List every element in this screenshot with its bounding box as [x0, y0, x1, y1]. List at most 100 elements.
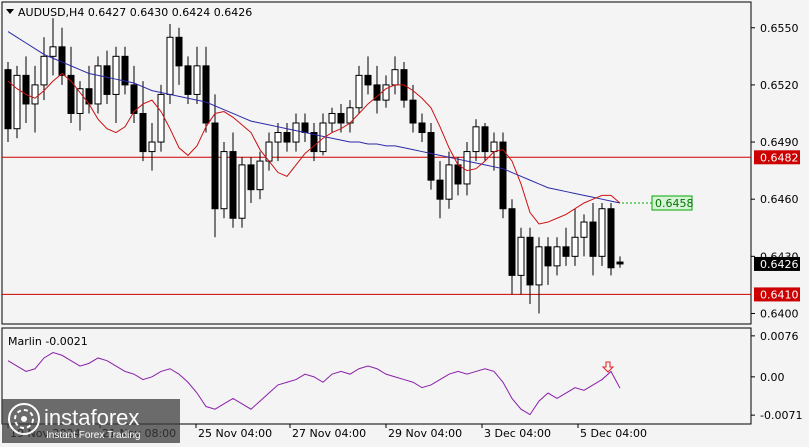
osc-tick-label: 0.0076 [760, 330, 799, 343]
bear-candle-body [499, 141, 507, 210]
bear-candle-body [436, 179, 444, 200]
bear-candle-body [616, 261, 624, 265]
osc-tick-label: -0.0071 [760, 409, 802, 422]
bear-candle-body [364, 74, 372, 86]
bear-candle-body [607, 208, 615, 269]
candle [283, 123, 291, 152]
candle [157, 84, 165, 152]
bear-candle-body [508, 208, 516, 276]
price-pane-frame [1, 1, 752, 325]
bear-candle-body [247, 164, 255, 191]
ma-value-callout: 0.6458 [622, 195, 694, 211]
candle [292, 113, 300, 152]
candle [193, 46, 201, 104]
bull-candle-body [193, 65, 201, 95]
bear-candle-body [22, 74, 30, 105]
candle [175, 27, 183, 85]
bear-candle-body [454, 164, 462, 185]
bull-candle-body [31, 84, 39, 105]
bear-candle-body [526, 236, 534, 286]
candle [130, 65, 138, 123]
candle [94, 56, 102, 114]
bull-candle-body [445, 164, 453, 200]
time-tick-label: 5 Dec 04:00 [580, 427, 647, 440]
ma-callout-box [651, 195, 693, 211]
bull-candle-body [220, 151, 228, 210]
candle [409, 84, 417, 133]
candlestick-series [4, 18, 624, 314]
candle [445, 151, 453, 209]
oscillator-label: Marlin -0.0021 [8, 335, 88, 348]
bull-candle-body [355, 74, 363, 109]
bull-candle-body [571, 236, 579, 257]
price-tick-label: 0.6550 [760, 22, 799, 35]
bull-candle-body [166, 36, 174, 95]
triangle-down-icon[interactable] [6, 9, 14, 14]
bull-candle-body [148, 141, 156, 153]
candle [382, 75, 390, 108]
candle [580, 214, 588, 257]
bull-candle-body [94, 65, 102, 105]
resistance-price-tag [754, 150, 800, 165]
support-price-label: 0.6410 [760, 288, 799, 301]
current-price-label: 0.6426 [760, 258, 799, 271]
ma-callout-label: 0.6458 [655, 197, 694, 210]
bear-candle-body [373, 84, 381, 101]
marlin-oscillator-line [7, 352, 621, 416]
bear-candle-body [418, 122, 426, 134]
candle [535, 237, 543, 314]
price-axis-markers: 0.6482 0.6410 0.6426 [754, 150, 800, 302]
candle [310, 123, 318, 162]
bull-candle-body [292, 122, 300, 143]
candle [598, 203, 606, 266]
support-price-tag [754, 287, 800, 302]
bull-candle-body [382, 84, 390, 101]
candle [76, 81, 84, 131]
candle [571, 208, 579, 266]
candle [220, 142, 228, 219]
instaforex-watermark: instaforex Instant Forex Trading [2, 399, 180, 443]
bear-candle-body [283, 132, 291, 143]
bear-candle-body [409, 99, 417, 124]
bull-candle-body [49, 46, 57, 57]
time-tick-label: 29 Nov 04:00 [388, 427, 462, 440]
candle [184, 56, 192, 104]
candle [373, 65, 381, 114]
candle [544, 237, 552, 285]
bull-candle-body [463, 151, 471, 185]
bull-candle-body [517, 236, 525, 276]
candle [562, 227, 570, 266]
down-arrow-icon [601, 361, 615, 373]
candle [112, 46, 120, 123]
bear-candle-body [139, 112, 147, 153]
fast-moving-average-line [7, 72, 621, 225]
price-tick-label: 0.6490 [760, 136, 799, 149]
price-tick-label: 0.6400 [760, 307, 799, 320]
bear-candle-body [202, 65, 210, 124]
candle [427, 123, 435, 190]
instaforex-logo-icon [8, 403, 40, 435]
time-tick-label: 25 Nov 04:00 [198, 427, 272, 440]
bear-candle-body [589, 221, 597, 257]
bear-candle-body [229, 151, 237, 219]
time-tick-label: 27 Nov 04:00 [292, 427, 366, 440]
bear-candle-body [481, 126, 489, 153]
candle [31, 65, 39, 133]
bear-candle-body [130, 84, 138, 114]
candle [121, 46, 129, 95]
bull-candle-body [580, 221, 588, 238]
bull-candle-body [274, 132, 282, 143]
bear-candle-body [175, 36, 183, 67]
candle [364, 56, 372, 95]
bull-candle-body [553, 246, 561, 267]
candle [274, 123, 282, 162]
candle [67, 46, 75, 123]
time-tick-label: 3 Dec 04:00 [484, 427, 551, 440]
bear-candle-body [121, 55, 129, 86]
oscillator-axis: 0.0076 0.00 -0.0071 [751, 330, 802, 422]
candle [148, 123, 156, 171]
bull-candle-body [256, 160, 264, 191]
